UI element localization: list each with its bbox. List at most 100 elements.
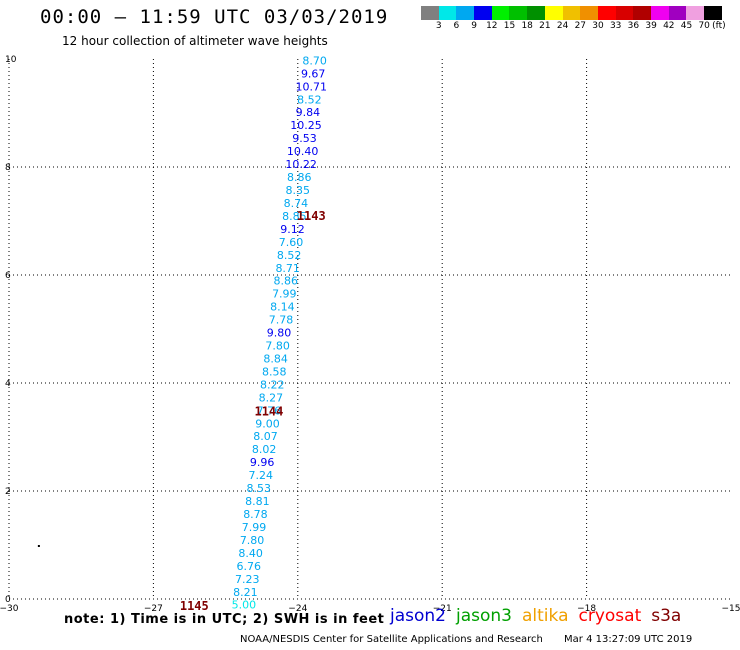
color-scale-label: 70 [698,21,710,31]
axes [8,59,731,600]
color-swatch [686,6,704,20]
y-tick-label: 2 [5,487,11,497]
wave-height-label: 9.80 [267,327,292,340]
wave-height-label: 9.53 [292,132,317,145]
wave-height-label: 8.40 [238,547,263,560]
y-tick-label: 6 [5,271,11,281]
color-scale-label: 45 [680,21,693,31]
color-scale-label: 21 [539,21,551,31]
wave-height-label: 10.40 [287,145,319,158]
color-swatch [704,6,722,20]
wave-height-label: 5.00 [232,599,257,612]
color-swatch [527,6,545,20]
footer-credit: NOAA/NESDIS Center for Satellite Applica… [240,634,543,645]
color-swatch [438,6,457,20]
x-tick-label: −15 [722,604,740,614]
wave-height-label: 8.52 [297,93,322,106]
wave-height-label: 8.27 [259,391,284,404]
wave-height-label: 6.76 [236,560,261,573]
color-scale-label: (ft) [712,21,726,31]
wave-height-label: 8.86 [287,171,312,184]
x-tick-label: −27 [144,604,163,614]
color-scale-label: 15 [503,21,516,31]
stray-marks [37,545,40,547]
color-swatch [456,6,475,20]
wave-height-label: 7.76 [257,404,282,417]
wave-height-label: 8.74 [284,197,309,210]
note-text: note: 1) Time is in UTC; 2) SWH is in fe… [64,612,385,627]
footer: NOAA/NESDIS Center for Satellite Applica… [240,634,692,645]
wave-height-label: 9.00 [255,417,280,430]
color-scale-label: 18 [521,21,533,31]
legend-jason2: jason2 [390,606,446,626]
wave-height-label: 8.02 [252,443,277,456]
wave-height-label: 8.84 [263,352,288,365]
wave-height-label: 8.35 [286,184,311,197]
color-scale-label: 9 [471,21,477,31]
color-swatch [474,6,492,20]
wave-height-label: 7.80 [265,340,290,353]
wave-height-label: 8.71 [275,262,300,275]
wave-height-label: 8.78 [243,508,268,521]
x-tick-label: −30 [0,604,19,614]
color-swatch [633,6,651,20]
wave-height-label: 8.21 [233,586,258,599]
pass-number-label: 1143 [297,209,326,223]
data-points: 8.709.6710.718.529.8410.259.5310.4010.22… [232,54,327,611]
wave-height-label: 8.86 [274,275,299,288]
chart-title: 00:00 – 11:59 UTC 03/03/2019 [40,6,389,28]
y-tick-label: 10 [5,55,17,65]
color-scale-label: 39 [645,21,657,31]
footer-timestamp: Mar 4 13:27:09 UTC 2019 [564,634,693,645]
color-scale-label: 24 [556,21,569,31]
color-scale-label: 27 [574,21,587,31]
color-scale-label: 3 [435,21,442,31]
color-scale-label: 30 [592,21,604,31]
x-tick-label: −21 [433,604,452,614]
wave-height-label: 9.67 [301,67,326,80]
y-tick-label: 8 [5,163,11,173]
color-swatch [650,6,669,20]
wave-height-label: 7.23 [235,573,260,586]
wave-height-label: 8.22 [260,378,285,391]
wave-height-label: 10.25 [290,119,322,132]
x-tick-label: −24 [288,604,307,614]
wave-height-label: 10.22 [285,158,317,171]
color-swatch [668,6,687,20]
legend-s3a: s3a [651,606,682,626]
wave-height-label: 9.84 [296,106,321,119]
wave-height-label: 7.99 [272,288,297,301]
wave-height-label: 8.85 [282,210,307,223]
x-tick-label: −18 [577,604,596,614]
wave-height-label: 7.24 [248,469,273,482]
color-scale-bar [421,6,722,20]
legend-cryosat: cryosat [578,606,642,626]
wave-height-label: 8.70 [302,54,327,67]
wave-height-label: 8.14 [270,301,295,314]
wave-height-label: 9.96 [250,456,275,469]
legend-jason3: jason3 [456,606,512,626]
color-swatch [509,6,528,20]
y-tick-label: 4 [5,379,11,389]
color-scale-label: 36 [627,21,640,31]
color-scale-label: 33 [609,21,622,31]
color-scale-label: 12 [486,21,498,31]
satellite-legend: jason2 jason3 altika cryosat s3a [390,606,691,626]
chart-subtitle: 12 hour collection of altimeter wave hei… [62,34,328,48]
color-swatch [562,6,581,20]
wave-height-label: 7.60 [279,236,304,249]
pass-number-label: 1144 [254,404,283,418]
stray-mark [37,545,40,547]
color-scale-label: 42 [663,21,675,31]
color-swatch [597,6,616,20]
legend-altika: altika [522,606,569,626]
wave-height-label: 7.80 [240,534,265,547]
color-swatch [580,6,598,20]
wave-height-label: 7.78 [269,314,294,327]
color-swatch [421,6,439,20]
color-scale-label: 6 [453,21,460,31]
y-tick-label: 0 [5,595,11,605]
wave-height-label: 10.71 [296,80,328,93]
wave-height-label: 8.52 [277,249,302,262]
